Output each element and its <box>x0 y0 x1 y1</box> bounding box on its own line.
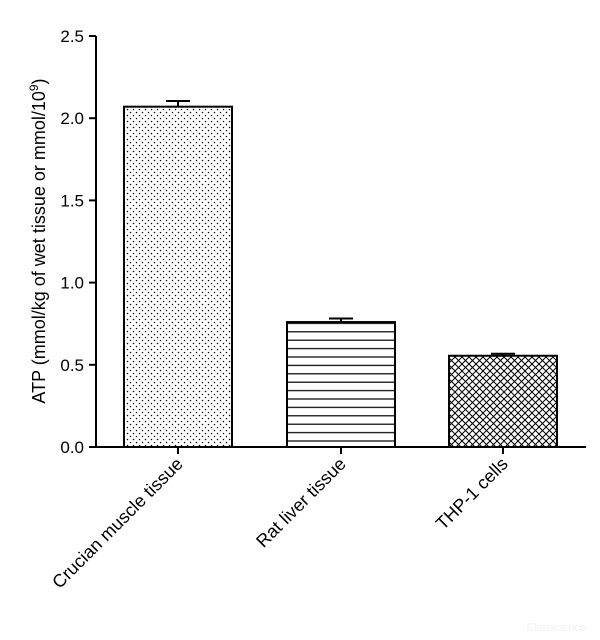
y-ticks: 0.0 0.5 1.0 1.5 2.0 2.5 <box>60 27 96 457</box>
bar-0 <box>123 105 233 449</box>
y-axis-title-superscript: 9 <box>27 84 41 91</box>
y-tick-label: 0.0 <box>60 438 84 457</box>
y-tick-label: 2.5 <box>60 27 84 46</box>
y-tick-label: 1.5 <box>60 191 84 210</box>
bar-2 <box>448 354 558 448</box>
x-category-label: Crucian muscle tissue <box>48 454 187 593</box>
y-tick-label: 1.0 <box>60 274 84 293</box>
x-category-label: Rat liver tissue <box>252 454 350 552</box>
error-bars-layer <box>166 99 515 356</box>
y-tick-label: 2.0 <box>60 109 84 128</box>
x-ticks: Crucian muscle tissue Rat liver tissue THP… <box>48 447 512 592</box>
y-axis-title: ATP (mmol/kg of wet tissue or mmol/109) <box>27 78 49 403</box>
x-category-label: THP-1 cells <box>432 454 512 534</box>
y-tick-label: 0.5 <box>60 356 84 375</box>
bar-1 <box>286 321 396 448</box>
bars-layer <box>123 105 558 449</box>
watermark: Elabscience <box>526 622 586 634</box>
